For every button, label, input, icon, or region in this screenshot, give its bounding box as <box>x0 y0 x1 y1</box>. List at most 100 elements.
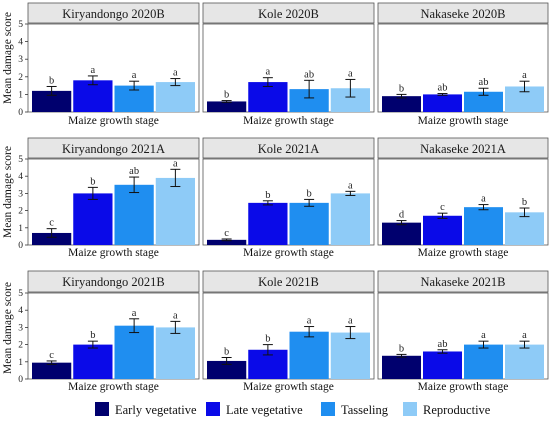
x-axis-title: Maize growth stage <box>243 247 334 259</box>
legend-label: Early vegetative <box>115 403 197 417</box>
y-axis-title: Mean damage score <box>2 12 14 104</box>
significance-letter: d <box>399 210 405 221</box>
significance-letter: c <box>49 350 54 361</box>
significance-letter: b <box>224 90 229 101</box>
x-axis-title: Maize growth stage <box>418 381 509 393</box>
bar <box>505 212 544 245</box>
bar <box>423 215 462 245</box>
bar <box>464 207 503 245</box>
significance-letter: b <box>224 347 229 358</box>
bar <box>32 362 72 379</box>
facet-title: Kiryandongo 2021B <box>62 275 164 289</box>
legend-swatch <box>95 402 109 416</box>
y-tick-label: 4 <box>18 38 23 48</box>
legend-swatch <box>206 402 220 416</box>
facet-title: Kole 2020B <box>258 7 319 21</box>
bar <box>289 331 329 379</box>
bar <box>32 90 72 112</box>
significance-letter: b <box>265 334 270 345</box>
y-tick-label: 2 <box>18 341 23 351</box>
bar <box>73 80 113 112</box>
significance-letter: c <box>49 218 54 229</box>
legend-swatch <box>321 402 335 416</box>
y-tick-label: 5 <box>18 289 23 299</box>
y-tick-label: 3 <box>18 55 23 65</box>
facet-title: Kole 2021A <box>258 142 319 156</box>
bar <box>464 91 503 112</box>
significance-letter: a <box>173 68 178 79</box>
facet-title: Kiryandongo 2021A <box>62 142 165 156</box>
bar <box>207 360 247 379</box>
bar <box>330 193 370 245</box>
x-axis-title: Maize growth stage <box>68 247 159 259</box>
significance-letter: a <box>348 68 353 79</box>
y-tick-label: 2 <box>18 207 23 217</box>
bar <box>505 344 544 379</box>
bar <box>382 222 421 245</box>
facet-strip <box>377 2 549 24</box>
bar <box>382 96 421 112</box>
significance-letter: a <box>132 70 137 81</box>
significance-letter: b <box>399 83 404 94</box>
bar <box>464 344 503 379</box>
facet-title: Nakaseke 2021A <box>420 142 506 156</box>
significance-letter: c <box>224 228 229 239</box>
legend-label: Tasseling <box>341 403 389 417</box>
y-tick-label: 4 <box>18 172 23 182</box>
significance-letter: a <box>348 180 353 191</box>
y-tick-label: 5 <box>18 155 23 165</box>
bar <box>289 202 329 245</box>
facet-title: Nakaseke 2021B <box>420 275 505 289</box>
significance-letter: b <box>90 176 95 187</box>
bar <box>155 327 195 379</box>
y-tick-label: 2 <box>18 73 23 83</box>
facet-strip <box>27 270 200 293</box>
facet-title: Kiryandongo 2020B <box>62 7 164 21</box>
x-axis-title: Maize growth stage <box>418 115 509 127</box>
significance-letter: a <box>348 316 353 327</box>
bar <box>248 202 288 245</box>
bar <box>207 239 247 245</box>
legend-swatch <box>403 402 417 416</box>
bar <box>423 351 462 379</box>
y-tick-label: 4 <box>18 306 23 316</box>
bar <box>382 355 421 379</box>
significance-letter: b <box>522 197 527 208</box>
x-axis-title: Maize growth stage <box>243 115 334 127</box>
y-tick-label: 3 <box>18 323 23 333</box>
significance-letter: c <box>440 202 445 213</box>
bar <box>73 193 113 245</box>
bar <box>330 332 370 379</box>
significance-letter: b <box>399 343 404 354</box>
legend-label: Reproductive <box>423 403 491 417</box>
significance-letter: a <box>481 330 486 341</box>
facet-title: Kole 2021B <box>258 275 319 289</box>
facet-title: Nakaseke 2020B <box>420 7 505 21</box>
bar <box>114 184 154 245</box>
bar <box>155 177 195 245</box>
facet-strip <box>27 2 200 24</box>
x-axis-title: Maize growth stage <box>68 115 159 127</box>
y-tick-label: 0 <box>18 108 23 118</box>
facet-strip <box>202 2 375 24</box>
significance-letter: a <box>307 316 312 327</box>
significance-letter: ab <box>438 83 448 94</box>
significance-letter: a <box>173 310 178 321</box>
significance-letter: ab <box>438 339 448 350</box>
y-tick-label: 1 <box>18 90 23 100</box>
significance-letter: a <box>91 65 96 76</box>
bar <box>207 101 247 112</box>
y-tick-label: 0 <box>18 241 23 251</box>
facet-strip <box>377 137 549 159</box>
significance-letter: ab <box>479 77 489 88</box>
y-tick-label: 0 <box>18 375 23 385</box>
significance-letter: ab <box>129 166 139 177</box>
significance-letter: a <box>173 158 178 169</box>
bar <box>155 82 195 112</box>
bar <box>114 325 154 379</box>
bar <box>73 344 113 379</box>
significance-letter: a <box>266 67 271 78</box>
bar <box>289 89 329 112</box>
significance-letter: b <box>90 330 95 341</box>
significance-letter: b <box>49 75 54 86</box>
